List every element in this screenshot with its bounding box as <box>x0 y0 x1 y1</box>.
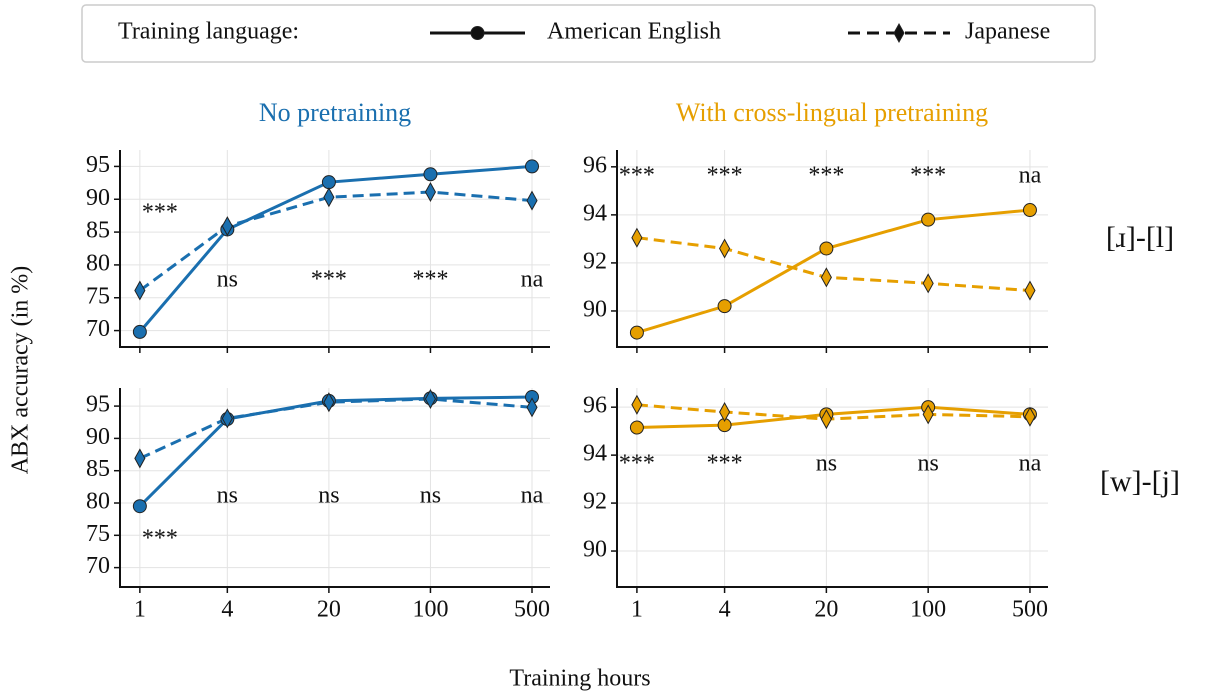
point <box>719 238 731 259</box>
column-title: With cross-lingual pretraining <box>676 98 988 127</box>
point <box>424 388 437 410</box>
point <box>820 267 832 288</box>
point <box>819 241 834 256</box>
y-tick-label: 95 <box>86 152 110 178</box>
point <box>717 299 732 314</box>
significance-label: *** <box>142 526 178 552</box>
y-tick-label: 90 <box>86 185 110 211</box>
point <box>820 409 832 430</box>
point <box>321 175 336 190</box>
y-tick-label: 90 <box>86 424 110 450</box>
point <box>526 190 538 211</box>
x-tick-label: 4 <box>221 597 233 623</box>
legend-marker <box>470 26 485 40</box>
y-tick-label: 92 <box>583 489 607 515</box>
point <box>323 392 335 413</box>
x-tick-label: 500 <box>1012 597 1048 623</box>
y-tick-label: 95 <box>86 392 110 418</box>
point <box>424 181 437 203</box>
significance-label: *** <box>707 451 743 477</box>
y-tick-label: 85 <box>86 218 110 244</box>
series-line <box>138 164 533 333</box>
point <box>134 280 146 301</box>
point <box>922 404 934 425</box>
significance-label: *** <box>311 267 347 293</box>
column-title: No pretraining <box>259 98 411 127</box>
point <box>221 408 233 429</box>
legend-box <box>81 4 1096 63</box>
row-label: [w]-[j] <box>1100 465 1180 498</box>
point <box>719 401 731 423</box>
x-axis-label: Training hours <box>509 666 650 692</box>
y-tick-label: 92 <box>583 248 607 274</box>
x-tick-label: 500 <box>514 597 550 623</box>
point <box>525 159 540 174</box>
series-line <box>636 208 1031 335</box>
legend-title: Training language: <box>118 19 299 45</box>
point <box>629 325 644 340</box>
y-tick-label: 70 <box>86 553 110 579</box>
y-tick-label: 94 <box>583 200 607 226</box>
y-tick-label: 80 <box>86 250 110 276</box>
point <box>132 324 147 339</box>
y-tick-label: 90 <box>583 296 607 322</box>
significance-label: ns <box>318 483 339 509</box>
significance-label: *** <box>412 267 448 293</box>
point <box>132 499 147 514</box>
significance-label: na <box>1019 451 1042 477</box>
point <box>134 448 146 469</box>
x-tick-label: 100 <box>910 597 946 623</box>
significance-label: na <box>1019 163 1042 189</box>
significance-label: *** <box>910 163 946 189</box>
y-tick-label: 96 <box>583 152 607 178</box>
significance-label: *** <box>619 163 655 189</box>
significance-label: ns <box>217 267 238 293</box>
point <box>423 167 438 182</box>
significance-label: na <box>521 267 544 293</box>
row-label: [ɹ]-[l] <box>1106 221 1174 254</box>
point <box>631 227 643 248</box>
y-tick-label: 80 <box>86 489 110 515</box>
y-tick-label: 96 <box>583 393 607 419</box>
point <box>1022 203 1037 218</box>
significance-label: *** <box>808 163 844 189</box>
x-tick-label: 100 <box>412 597 448 623</box>
point <box>221 216 233 237</box>
point <box>1024 280 1036 301</box>
x-tick-label: 20 <box>814 597 838 623</box>
significance-label: ns <box>217 483 238 509</box>
x-tick-label: 4 <box>719 597 731 623</box>
y-tick-label: 75 <box>86 283 110 309</box>
legend-label: Japanese <box>965 19 1050 45</box>
point <box>921 212 936 227</box>
y-tick-label: 85 <box>86 456 110 482</box>
x-tick-label: 20 <box>317 597 341 623</box>
y-tick-label: 90 <box>583 537 607 563</box>
legend-marker <box>893 22 905 44</box>
point <box>1024 406 1036 427</box>
y-tick-label: 70 <box>86 316 110 342</box>
y-tick-label: 94 <box>583 441 607 467</box>
x-tick-label: 1 <box>134 597 146 623</box>
point <box>526 397 538 418</box>
point <box>922 273 934 294</box>
significance-label: ns <box>816 451 837 477</box>
point <box>629 420 644 435</box>
significance-label: ns <box>917 451 938 477</box>
y-axis-label: ABX accuracy (in %) <box>8 266 34 475</box>
significance-label: *** <box>707 163 743 189</box>
significance-label: ns <box>420 483 441 509</box>
significance-label: na <box>521 483 544 509</box>
point <box>631 394 643 415</box>
y-tick-label: 75 <box>86 521 110 547</box>
significance-label: *** <box>619 451 655 477</box>
x-tick-label: 1 <box>631 597 643 623</box>
significance-label: *** <box>142 200 178 226</box>
legend-label: American English <box>547 19 721 45</box>
point <box>323 187 335 208</box>
